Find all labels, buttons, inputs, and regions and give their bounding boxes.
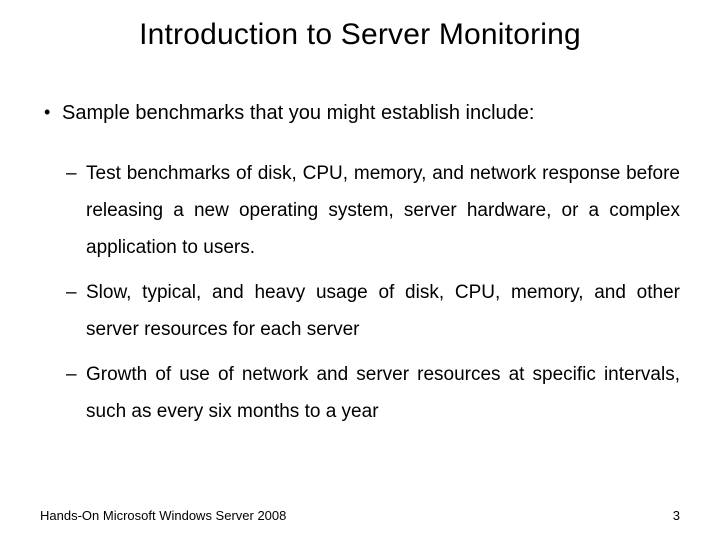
bullet-level-2: Slow, typical, and heavy usage of disk, … — [66, 274, 680, 348]
bullet-level-1: Sample benchmarks that you might establi… — [40, 100, 680, 127]
footer-page-number: 3 — [673, 508, 680, 523]
slide-title: Introduction to Server Monitoring — [40, 18, 680, 52]
slide-footer: Hands-On Microsoft Windows Server 2008 3 — [40, 508, 680, 523]
slide-container: Introduction to Server Monitoring Sample… — [0, 0, 720, 540]
bullet-level-2: Growth of use of network and server reso… — [66, 356, 680, 430]
footer-source: Hands-On Microsoft Windows Server 2008 — [40, 508, 286, 523]
bullet-level-2: Test benchmarks of disk, CPU, memory, an… — [66, 155, 680, 266]
